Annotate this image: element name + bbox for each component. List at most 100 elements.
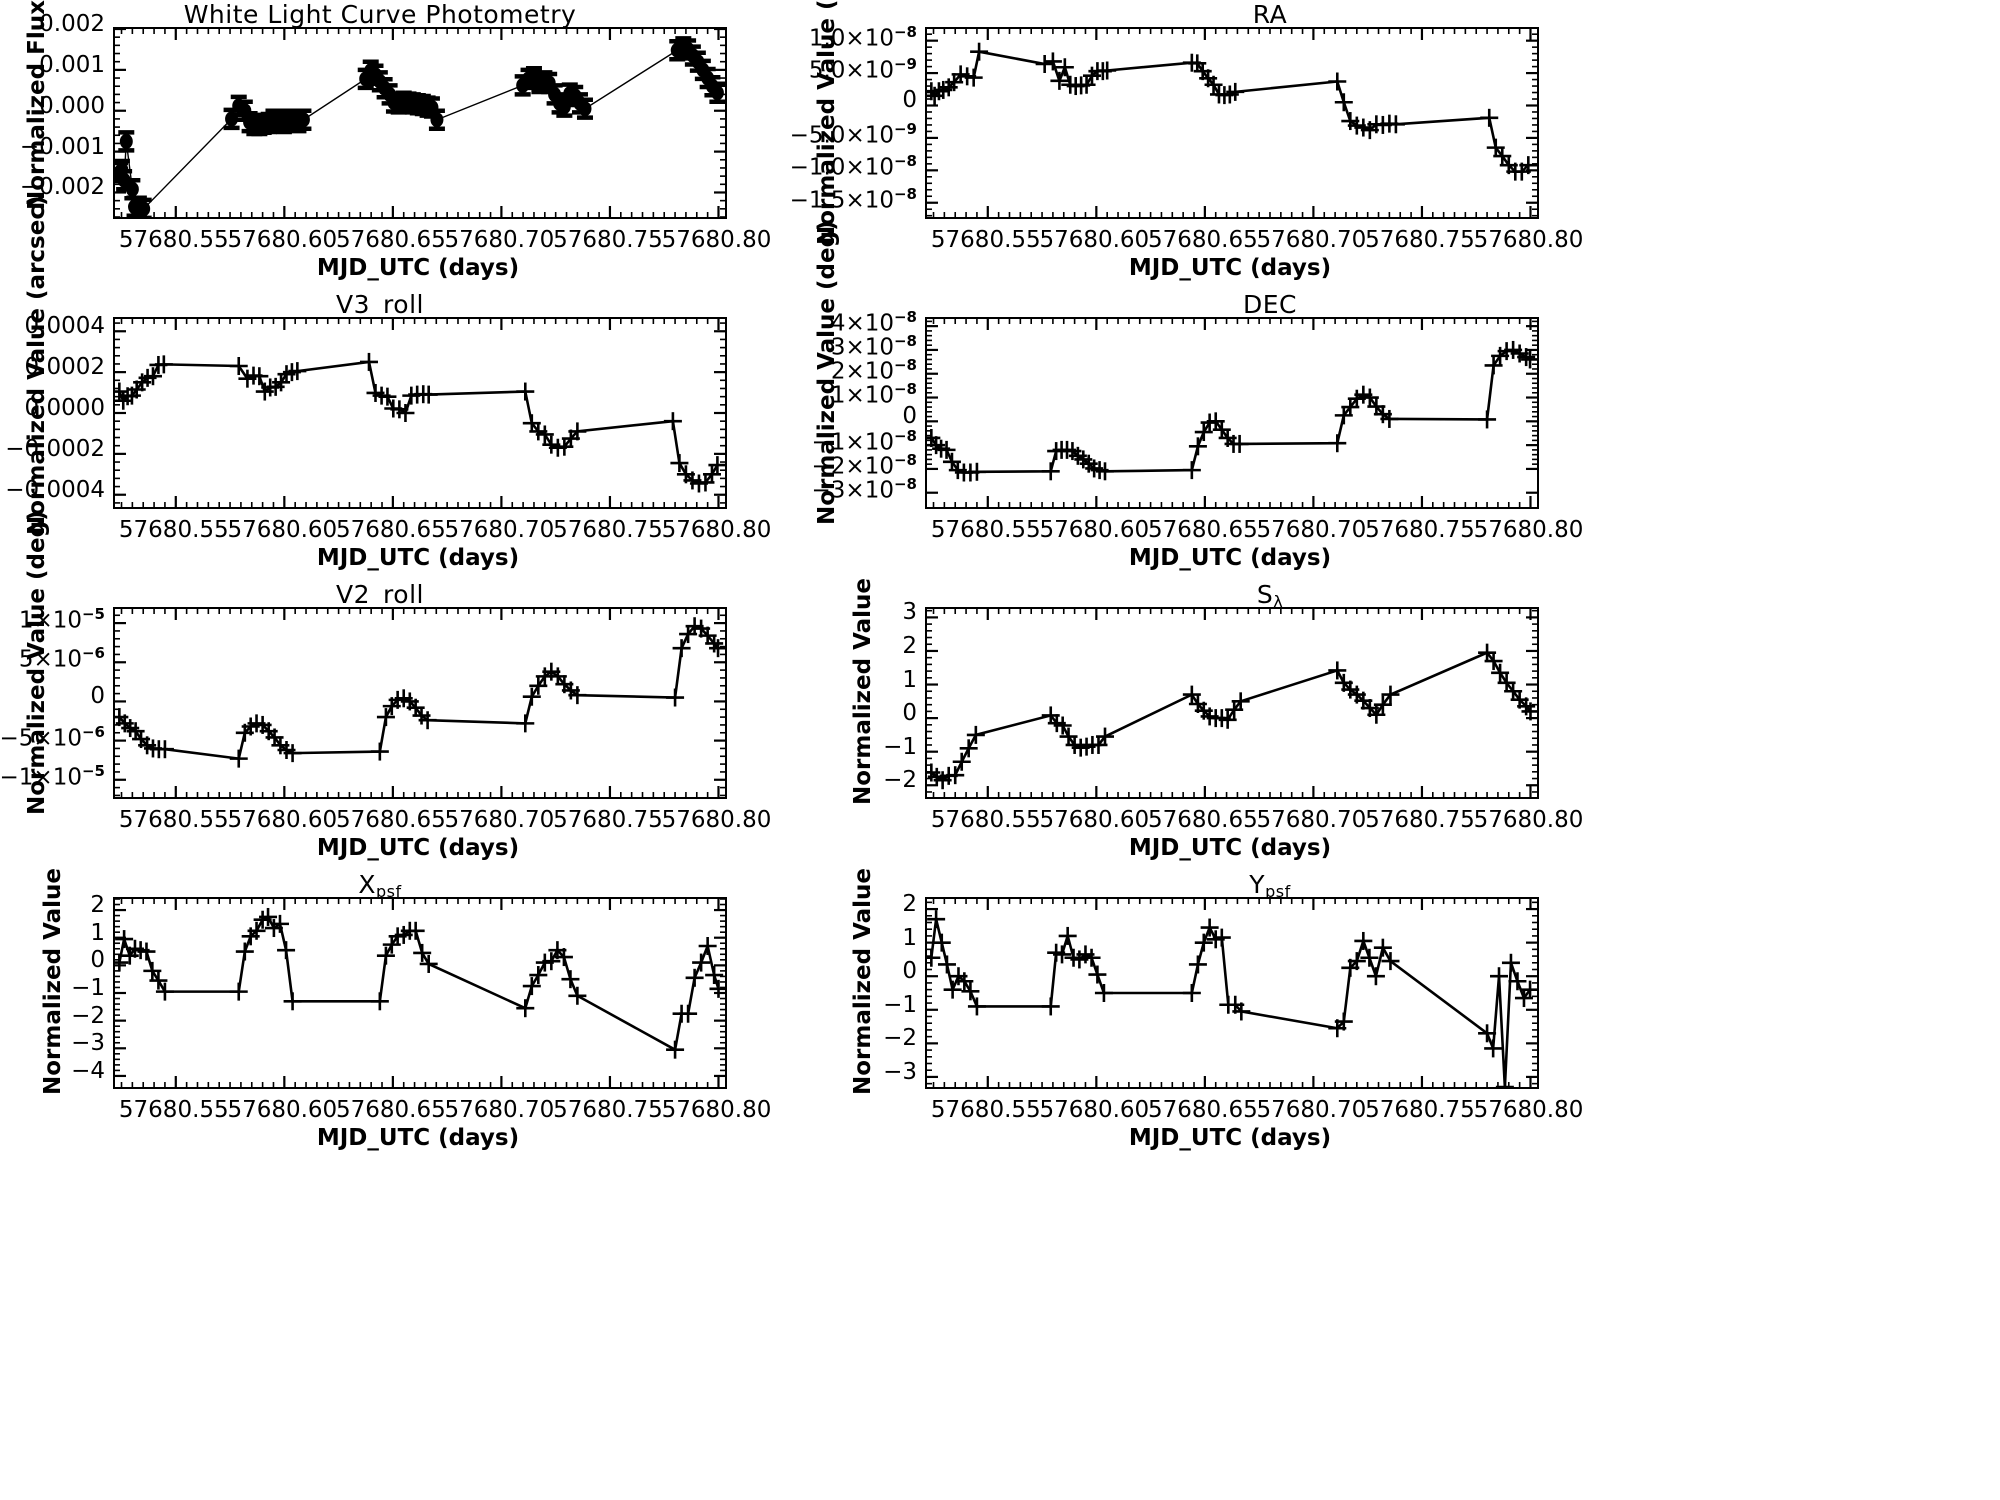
y-tick-label: −0.0004: [5, 476, 105, 503]
y-tick-label: 1×10−5: [18, 605, 105, 634]
panel-title-base: S: [1256, 580, 1274, 609]
x-tick-label: 57680.60: [227, 517, 338, 543]
y-tick-label: 0: [90, 947, 105, 974]
y-tick-labels: 1.0×10−8 5.0×10−9 0 −5.0×10−9 −1.0×10−8 −1.5×…: [760, 0, 920, 290]
y-tick-label: 0: [902, 403, 917, 430]
y-tick-label: −0.0002: [5, 435, 105, 462]
y-tick-label: −3: [883, 1058, 917, 1085]
x-tick-label: 57680.65: [1147, 1097, 1258, 1123]
x-tick-labels: 57680.55 57680.60 57680.65 57680.70 57680.75…: [760, 290, 1660, 580]
x-tick-label: 57680.80: [1473, 227, 1584, 253]
x-tick-label: 57680.60: [227, 1097, 338, 1123]
y-tick-label: 0: [90, 683, 105, 710]
y-tick-label: −2: [883, 767, 917, 794]
y-tick-label: −1: [883, 733, 917, 760]
plot-svg: [115, 609, 725, 797]
plot-svg: [927, 29, 1537, 217]
y-tick-label: −1: [71, 975, 105, 1001]
panel-v3-roll: V3_roll Normalized Value (arcsec) MJD_UT…: [0, 196, 771, 580]
panel-title: Ypsf: [890, 870, 1650, 901]
x-tick-label: 57680.70: [1256, 807, 1367, 833]
panel-title: Xpsf: [0, 870, 760, 901]
panel-title-subscript: psf: [376, 882, 402, 901]
x-tick-label: 57680.80: [661, 517, 772, 543]
x-tick-label: 57680.80: [661, 227, 772, 253]
plot-svg: [927, 319, 1537, 507]
x-tick-label: 57680.65: [335, 227, 446, 253]
x-tick-label: 57680.55: [930, 807, 1041, 833]
y-tick-label: 1: [902, 924, 917, 951]
panel-title: V2_roll: [336, 580, 424, 609]
y-tick-label: 2: [902, 632, 917, 659]
y-tick-label: −1: [883, 991, 917, 1018]
plot-area: [113, 607, 727, 799]
x-tick-label: 57680.55: [930, 1097, 1041, 1123]
panel-s-lambda: Sλ Normalized Value MJD_UTC (days) 3 2 1 0−…: [850, 578, 2000, 870]
y-tick-label: 0.0004: [24, 313, 105, 340]
plot-area: [925, 607, 1539, 799]
x-tick-labels: 57680.55 57680.60 57680.65 57680.70 57680.75…: [760, 870, 1660, 1160]
plot-svg: [115, 29, 725, 217]
plot-area: [925, 27, 1539, 219]
x-tick-label: 57680.60: [1039, 807, 1150, 833]
x-axis-label: MJD_UTC (days): [1128, 835, 1332, 861]
x-tick-label: 57680.65: [1147, 227, 1258, 253]
y-tick-label: 0.0000: [24, 395, 105, 421]
y-tick-label: −3×10−8: [811, 474, 917, 504]
y-tick-label: −5×10−6: [0, 722, 105, 752]
y-tick-label: 3×10−8: [830, 331, 917, 361]
x-tick-label: 57680.60: [227, 807, 338, 833]
y-tick-label: −2: [71, 1002, 105, 1029]
y-tick-label: 1.0×10−8: [808, 22, 917, 52]
y-tick-label: 0: [902, 700, 917, 727]
x-tick-label: 57680.60: [227, 227, 338, 253]
x-tick-label: 57680.65: [335, 517, 446, 543]
y-tick-label: 0.0002: [24, 354, 105, 381]
panel-title-subscript: λ: [1273, 592, 1284, 611]
x-tick-label: 57680.55: [930, 517, 1041, 543]
y-tick-label: 1×10−8: [830, 379, 917, 409]
plot-area: [925, 897, 1539, 1089]
plot-svg: [115, 319, 725, 507]
x-tick-label: 57680.70: [444, 517, 555, 543]
y-tick-label: 5×10−6: [18, 644, 105, 673]
panel-white-light-curve: White Light Curve Photometry Normalized …: [0, 0, 771, 290]
x-axis-label: MJD_UTC (days): [1128, 255, 1332, 281]
y-tick-label: −1.0×10−8: [789, 152, 917, 181]
panel-title: DEC: [1242, 290, 1297, 319]
y-tick-label: 0: [902, 87, 917, 114]
y-tick-label: 1: [902, 666, 917, 693]
panel-title: Sλ: [890, 580, 1650, 611]
x-tick-label: 57680.55: [118, 807, 229, 833]
x-tick-label: 57680.80: [661, 807, 772, 833]
x-axis-label: MJD_UTC (days): [316, 1125, 520, 1151]
panel-title-base: Y: [1249, 870, 1266, 899]
x-axis-label: MJD_UTC (days): [1128, 545, 1332, 571]
y-tick-label: −1×10−8: [811, 427, 917, 456]
y-tick-label: 1: [90, 919, 105, 946]
plot-area: [113, 317, 727, 509]
x-tick-labels: 57680.55 57680.60 57680.65 57680.70 57680.75…: [760, 580, 1660, 870]
x-tick-label: 57680.55: [118, 1097, 229, 1123]
x-tick-labels: 57680.55 57680.60 57680.65 57680.70 57680.75…: [0, 290, 771, 580]
x-tick-label: 57680.60: [1039, 517, 1150, 543]
x-tick-label: 57680.55: [930, 227, 1041, 253]
y-tick-label: 4×10−8: [830, 308, 917, 337]
x-axis-label: MJD_UTC (days): [316, 835, 520, 861]
y-tick-labels: 3 2 1 0 −1 −2: [830, 580, 920, 870]
y-tick-label: 0: [902, 958, 917, 985]
panel-title: White Light Curve Photometry: [183, 0, 577, 29]
plot-svg: [927, 899, 1537, 1087]
y-tick-labels: −0.002 −0.001 0.000 0.001 0.002: [0, 0, 108, 290]
x-tick-label: 57680.65: [335, 807, 446, 833]
x-tick-label: 57680.65: [335, 1097, 446, 1123]
x-tick-label: 57680.70: [1256, 1097, 1367, 1123]
y-tick-label: −1.5×10−8: [789, 184, 917, 214]
x-tick-label: 57680.65: [1147, 517, 1258, 543]
panel-title-subscript: psf: [1265, 882, 1291, 901]
x-axis-label: MJD_UTC (days): [1128, 1125, 1332, 1151]
y-tick-label: −0.001: [19, 133, 105, 160]
x-axis-label: MJD_UTC (days): [316, 545, 520, 571]
plot-svg: [115, 899, 725, 1087]
